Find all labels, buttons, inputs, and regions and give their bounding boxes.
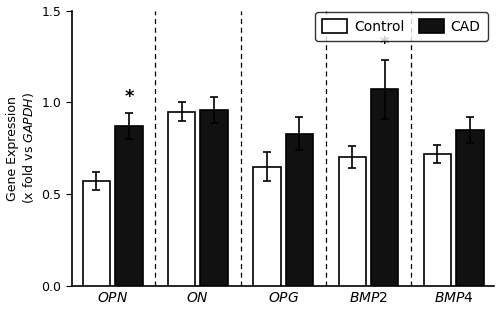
Legend: Control, CAD: Control, CAD	[316, 12, 488, 41]
Bar	[456, 130, 483, 286]
Bar	[254, 167, 280, 286]
Bar	[338, 157, 366, 286]
Bar	[286, 133, 313, 286]
Text: *: *	[124, 88, 134, 106]
Bar	[200, 110, 228, 286]
Text: *: *	[380, 35, 390, 53]
Bar	[115, 126, 142, 286]
Bar	[424, 154, 451, 286]
Bar	[371, 90, 398, 286]
Bar	[83, 181, 110, 286]
Bar	[168, 112, 196, 286]
Y-axis label: Gene Expression
(x fold vs $\it{GAPDH}$): Gene Expression (x fold vs $\it{GAPDH}$)	[6, 92, 36, 204]
